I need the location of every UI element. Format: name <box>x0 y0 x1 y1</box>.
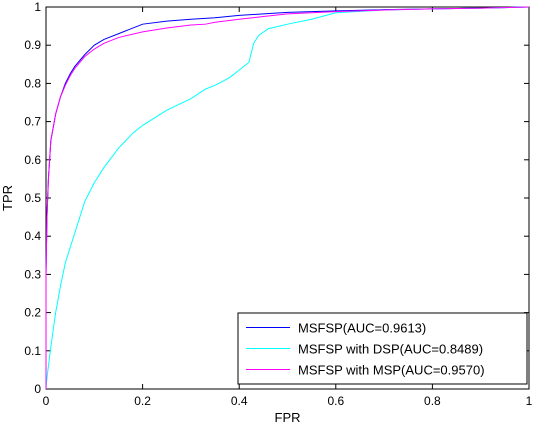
y-axis-label: TPR <box>0 185 15 211</box>
legend: MSFSP(AUC=0.9613) MSFSP with DSP(AUC=0.84… <box>237 312 528 385</box>
y-tick-label: 0.3 <box>24 267 41 281</box>
legend-label-1: MSFSP(AUC=0.9613) <box>298 321 426 336</box>
y-tick-label: 0.1 <box>24 344 41 358</box>
x-tick-label: 1 <box>526 394 533 408</box>
series-line-3 <box>45 6 530 389</box>
series-line-2 <box>45 6 530 390</box>
x-axis-label: FPR <box>275 410 301 425</box>
y-tick-label: 0.5 <box>24 191 41 205</box>
y-tick-label: 0.6 <box>24 153 41 167</box>
y-tick-label: 0.8 <box>24 76 41 90</box>
x-tick-label: 0.6 <box>327 394 344 408</box>
y-tick-label: 0.7 <box>24 115 41 129</box>
x-tick-label: 0 <box>43 394 50 408</box>
legend-label-3: MSFSP with MSP(AUC=0.9570) <box>298 363 485 378</box>
y-tick-label: 0 <box>34 382 41 396</box>
x-tick-label: 0.2 <box>134 394 151 408</box>
y-tick-label: 1 <box>34 0 41 14</box>
x-tick-label: 0.8 <box>424 394 441 408</box>
x-tick-label: 0.4 <box>231 394 248 408</box>
y-tick-label: 0.4 <box>24 229 41 243</box>
legend-label-2: MSFSP with DSP(AUC=0.8489) <box>298 342 483 357</box>
y-tick-label: 0.2 <box>24 306 41 320</box>
y-tick-label: 0.9 <box>24 38 41 52</box>
